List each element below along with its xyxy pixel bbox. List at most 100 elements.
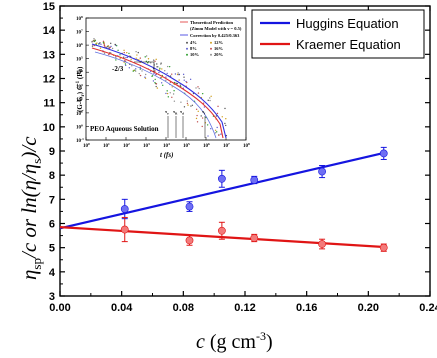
- y-label-sub-sp: sp: [29, 258, 44, 270]
- inset-tau-markers: τe τR τd τf: [165, 109, 206, 138]
- inset-data-point: [216, 112, 219, 115]
- inset-data-point: [166, 90, 168, 92]
- inset-data-point: [144, 76, 146, 78]
- inset-data-point: [158, 71, 160, 74]
- inset-data-point: [187, 104, 189, 106]
- inset-data-point: [183, 79, 185, 81]
- inset-data-point: [139, 57, 142, 59]
- inset-data-point: [153, 59, 155, 62]
- y-tick-label: 6: [49, 219, 55, 231]
- inset-x-tick-exp: 6: [208, 142, 210, 146]
- inset-data-point: [169, 92, 171, 94]
- y-tick-label: 10: [43, 122, 55, 134]
- inset-data-point: [130, 58, 132, 61]
- kraemer-point: [185, 236, 194, 245]
- inset-data-point: [177, 72, 179, 74]
- inset-data-point: [136, 54, 138, 56]
- inset-y-label: (G-Gr) C-1 (Pa): [76, 66, 86, 112]
- inset-data-point: [161, 68, 163, 70]
- inset-percent-marker: [210, 41, 212, 44]
- inset-x-tick-label: 101: [103, 142, 110, 149]
- inset-data-point: [132, 70, 134, 72]
- legend: Huggins Equation Kraemer Equation: [251, 9, 425, 59]
- inset-data-point: [108, 53, 110, 56]
- x-axis-label: c (g cm-3): [196, 329, 273, 353]
- inset-data-point: [108, 46, 110, 48]
- inset-data-point: [167, 96, 170, 98]
- inset-data-point: [155, 58, 157, 61]
- inset-data-point: [195, 117, 198, 120]
- inset-data-point: [110, 42, 112, 45]
- inset-data-point: [93, 38, 95, 40]
- inset-data-point: [201, 125, 203, 128]
- kraemer-point: [120, 225, 129, 234]
- inset-data-point: [186, 102, 189, 105]
- x-tick-label: 0.20: [358, 302, 379, 314]
- inset-y-label-sub: r: [81, 93, 86, 96]
- inset-y-label-main: (G-G: [76, 96, 84, 112]
- y-label-mid: /c or ln(η/η: [17, 164, 41, 259]
- inset-percent-label: 12%: [214, 40, 224, 45]
- inset-data-point: [207, 99, 209, 102]
- inset-data-point: [164, 70, 166, 72]
- inset-data-point: [151, 75, 153, 77]
- inset-data-point: [224, 122, 226, 125]
- inset-data-point: [156, 87, 159, 89]
- inset-data-point: [186, 81, 188, 84]
- inset-percent-label: 20%: [214, 52, 224, 57]
- inset-data-point: [195, 87, 197, 89]
- kraemer-point: [250, 234, 259, 242]
- inset-y-tick-label: 104: [76, 69, 83, 76]
- inset-y-label-end: ) C: [76, 85, 84, 94]
- inset-data-point: [180, 101, 182, 103]
- inset-data-point: [141, 70, 143, 72]
- inset-y-tick-label: 100: [76, 123, 83, 130]
- inset-data-point: [115, 56, 117, 58]
- inset-x-tick-exp: 3: [148, 142, 150, 146]
- inset-data-point: [173, 100, 176, 102]
- inset-data-point: [176, 73, 179, 76]
- inset-data-point: [135, 50, 137, 53]
- inset-data-point: [172, 93, 175, 95]
- inset-data-point: [109, 46, 111, 49]
- inset-x-tick-label: 100: [83, 142, 90, 149]
- inset-y-tick-label: 103: [76, 83, 83, 90]
- x-label-exp: -3: [256, 329, 266, 343]
- inset-data-point: [156, 63, 158, 65]
- inset-data-point: [154, 82, 156, 84]
- inset-y-tick-exp: 6: [81, 42, 83, 46]
- legend-label-kraemer: Kraemer Equation: [296, 37, 401, 52]
- inset-data-point: [171, 86, 173, 88]
- inset-data-point: [152, 80, 155, 82]
- inset-data-point: [125, 56, 127, 59]
- inset-data-point: [135, 68, 137, 70]
- inset-x-tick-exp: 1: [108, 142, 110, 146]
- inset-tau-sub: d: [182, 112, 184, 116]
- inset-x-tick-exp: 7: [228, 142, 230, 146]
- inset-data-point: [153, 72, 155, 75]
- inset-data-point: [207, 135, 209, 137]
- series-layer: [59, 146, 388, 252]
- y-tick-label: 15: [43, 1, 55, 13]
- inset-y-tick-label: 10-1: [76, 137, 84, 144]
- inset-data-point: [155, 85, 157, 88]
- inset-slope-label: -2/3: [112, 65, 124, 73]
- inset-data-point: [162, 84, 164, 86]
- inset-data-point: [114, 43, 117, 46]
- inset-x-tick-exp: 4: [168, 142, 170, 146]
- inset-data-point: [99, 47, 102, 49]
- inset-data-point: [196, 121, 199, 123]
- inset-data-point: [210, 128, 212, 130]
- huggins-fit-line: [59, 151, 388, 230]
- inset-data-point: [144, 73, 147, 76]
- inset-data-point: [216, 126, 218, 129]
- inset-y-tick-exp: 3: [81, 83, 83, 87]
- inset-data-point: [215, 131, 218, 133]
- inset-data-point: [210, 95, 212, 98]
- inset-data-point: [224, 107, 226, 110]
- inset-data-point: [145, 60, 148, 63]
- inset-data-point: [144, 77, 147, 79]
- inset-data-point: [119, 54, 121, 56]
- inset-x-tick-label: 102: [123, 142, 130, 149]
- inset-legend: Theoretical Prediction (Zimm Model with …: [180, 20, 242, 57]
